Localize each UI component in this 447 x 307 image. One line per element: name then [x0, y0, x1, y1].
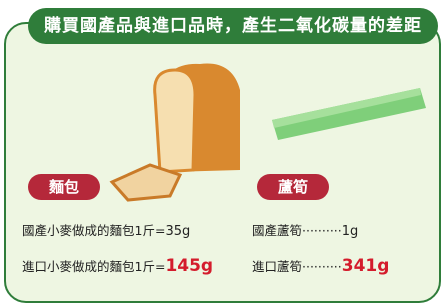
category-label: 麵包 — [28, 174, 100, 200]
row-amount: 341g — [342, 256, 390, 276]
row-amount: 35g — [165, 224, 190, 239]
infographic: 購買國產品與進口品時，產生二氧化碳量的差距 麵包 蘆筍 國產小麥做成的麵包1斤=… — [0, 0, 447, 307]
asparagus-illustration — [272, 88, 426, 140]
row: 國產蘆筍··········1g — [252, 220, 358, 239]
row-text: 進口小麥做成的麵包1斤= — [22, 259, 165, 274]
row: 國產小麥做成的麵包1斤=35g — [22, 220, 190, 239]
category-label: 蘆筍 — [257, 174, 329, 200]
row-amount: 1g — [342, 224, 359, 239]
row-amount: 145g — [165, 256, 213, 276]
row: 進口小麥做成的麵包1斤=145g — [22, 256, 213, 276]
bread-illustration — [112, 64, 240, 200]
row-text: 國產小麥做成的麵包1斤= — [22, 223, 165, 238]
row: 進口蘆筍··········341g — [252, 256, 389, 276]
row-text: 進口蘆筍·········· — [252, 259, 342, 274]
row-text: 國產蘆筍·········· — [252, 223, 342, 238]
